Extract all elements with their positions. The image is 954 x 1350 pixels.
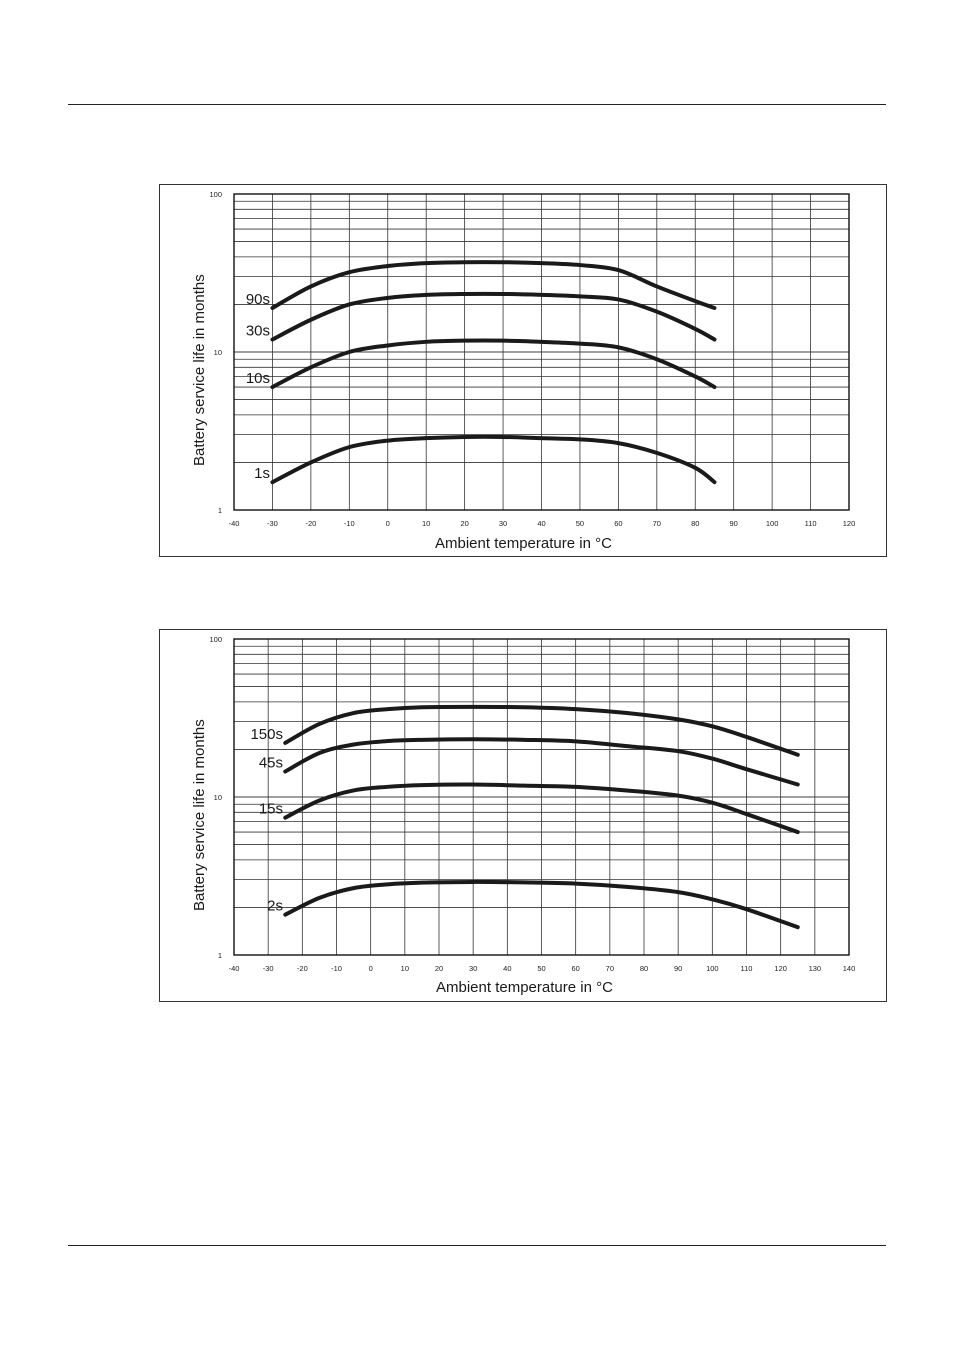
x-tick-label: -30 [267,519,278,528]
x-tick-label: 90 [730,519,738,528]
x-tick-label: 60 [571,964,579,973]
x-tick-label: 130 [809,964,822,973]
x-tick-label: -30 [263,964,274,973]
x-tick-label: 50 [576,519,584,528]
series-line-150s [283,704,800,757]
x-tick-label: 120 [774,964,787,973]
chart-battery-life-1: -40 -30 -20 -10 0 10 20 30 40 50 60 70 80 90 100 110 120… [159,184,887,557]
x-tick-label: 120 [843,519,856,528]
x-tick-label: 20 [460,519,468,528]
x-tick-label: 80 [640,964,648,973]
x-tick-label: -40 [229,964,240,973]
x-tick-label: 110 [805,519,817,528]
series-line-30s [270,291,717,342]
x-tick-label: 50 [537,964,545,973]
x-tick-label: 40 [537,519,545,528]
x-tick-label: 60 [614,519,622,528]
x-tick-label: 110 [741,964,753,973]
series-label: 90s [246,291,270,308]
chart-plot: -40 -30 -20 -10 0 10 20 30 40 50 60 70 80 90 100 110 120… [209,635,856,973]
x-tick-label: 100 [766,519,779,528]
grid [233,193,850,511]
y-tick-label: 10 [214,348,222,357]
chart-battery-life-2: -40 -30 -20 -10 0 10 20 30 40 50 60 70 80 90 100 110 120… [159,629,887,1002]
series-label: 2s [267,898,283,915]
x-tick-label: 100 [706,964,719,973]
y-tick-label: 100 [209,635,222,644]
series-label: 30s [246,322,270,339]
series-label: 45s [259,755,283,772]
x-tick-label: 70 [606,964,614,973]
x-tick-label: -10 [344,519,355,528]
x-tick-label: 140 [843,964,856,973]
x-axis-title: Ambient temperature in °C [435,535,612,552]
x-tick-label: -40 [229,519,240,528]
series-line-2s [283,879,800,930]
x-tick-label: 0 [386,519,390,528]
y-tick-label: 1 [218,506,222,515]
x-tick-label: 30 [499,519,507,528]
series-line-45s [283,737,800,787]
series-line-10s [270,338,717,390]
x-tick-label: 80 [691,519,699,528]
y-axis-title: Battery service life in months [191,719,208,911]
chart-plot: -40 -30 -20 -10 0 10 20 30 40 50 60 70 80 90 100 110 120… [209,190,856,528]
series-label: 10s [246,370,270,387]
series-line-1s [270,434,717,485]
x-tick-label: 10 [401,964,409,973]
series-label: 150s [250,726,283,743]
y-tick-label: 100 [209,190,222,199]
x-tick-label: 40 [503,964,511,973]
x-tick-label: 20 [435,964,443,973]
footer-rule [68,1245,886,1246]
plot-frame [233,638,850,956]
header-rule [68,104,886,105]
series-label: 15s [259,801,283,818]
x-tick-label: 30 [469,964,477,973]
series-line-15s [283,782,800,835]
x-tick-label: -20 [297,964,308,973]
x-axis-title: Ambient temperature in °C [436,979,613,996]
series-label: 1s [254,465,270,482]
y-axis-title: Battery service life in months [191,274,208,466]
x-tick-label: -20 [305,519,316,528]
series-line-90s [270,260,717,310]
x-tick-label: 10 [422,519,430,528]
plot-frame [233,193,850,511]
x-tick-label: 90 [674,964,682,973]
y-tick-label: 1 [218,951,222,960]
y-tick-label: 10 [214,793,222,802]
x-tick-label: 0 [369,964,373,973]
x-tick-label: 70 [653,519,661,528]
x-tick-label: -10 [331,964,342,973]
